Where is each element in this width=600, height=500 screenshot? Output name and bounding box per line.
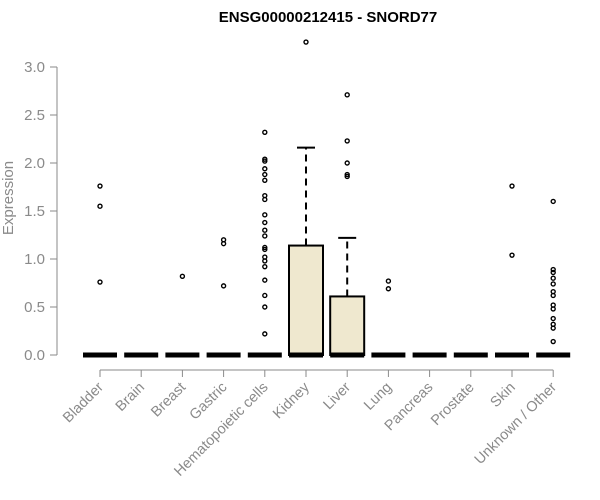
outlier-point <box>262 233 268 239</box>
y-axis: 0.0 0.5 1.0 1.5 2.0 2.5 3.0 <box>24 59 58 364</box>
y-tick-label: 1.0 <box>24 251 45 268</box>
y-tick-label: 0.0 <box>24 347 45 364</box>
outlier-point <box>262 331 268 337</box>
outlier-point <box>385 278 392 284</box>
outlier-point <box>262 219 268 226</box>
outlier-point <box>550 269 556 276</box>
outlier-point <box>262 158 268 164</box>
outlier-point <box>262 156 268 162</box>
outlier-point <box>344 138 350 144</box>
box-breast <box>165 273 200 358</box>
outlier-point <box>97 183 103 189</box>
box-kidney <box>288 39 324 358</box>
outlier-point <box>97 203 103 209</box>
x-tick-label: Kidney <box>270 379 313 422</box>
x-tick-label: Liver <box>320 379 354 413</box>
outlier-point <box>550 288 556 295</box>
box-liver <box>329 92 366 358</box>
box-lung <box>371 278 406 358</box>
outlier-point <box>262 129 268 135</box>
outlier-point <box>550 302 556 308</box>
outlier-point <box>303 39 309 45</box>
outlier-point <box>262 177 268 183</box>
outlier-point <box>262 254 268 260</box>
y-tick-label: 1.5 <box>24 203 45 220</box>
outlier-point <box>262 227 268 233</box>
boxes-layer <box>83 39 571 358</box>
outlier-point <box>262 171 268 178</box>
x-tick-label: Prostate <box>428 380 477 429</box>
outlier-point <box>509 183 515 189</box>
y-tick-label: 0.5 <box>24 299 45 316</box>
outlier-point <box>344 160 350 166</box>
x-tick-label: Lung <box>361 380 395 414</box>
outlier-point <box>550 315 556 322</box>
box-gastric <box>206 237 241 358</box>
outlier-point <box>550 321 556 327</box>
outlier-point <box>262 212 268 218</box>
outlier-point <box>262 263 268 270</box>
y-tick-label: 3.0 <box>24 59 45 76</box>
outlier-point <box>262 292 268 299</box>
outlier-point <box>550 266 556 273</box>
x-tick-label: Skin <box>488 380 519 411</box>
box-body <box>329 295 366 357</box>
box-unknown-other <box>536 198 571 358</box>
box-body <box>288 244 324 356</box>
outlier-point <box>550 281 556 287</box>
y-tick-label: 2.5 <box>24 107 45 124</box>
outlier-point <box>344 92 350 98</box>
x-tick-label: Brain <box>113 380 148 415</box>
outlier-point <box>179 273 186 279</box>
x-tick-label: Breast <box>148 380 189 421</box>
outlier-point <box>262 246 268 253</box>
outlier-point <box>262 277 268 283</box>
outlier-point <box>220 237 227 243</box>
outlier-point <box>344 173 350 180</box>
outlier-point <box>262 304 268 310</box>
outlier-point <box>262 166 268 172</box>
outlier-point <box>97 279 103 285</box>
y-tick-label: 2.0 <box>24 155 45 172</box>
chart-title: ENSG00000212415 - SNORD77 <box>219 9 437 26</box>
outlier-point <box>550 275 556 281</box>
box-bladder <box>83 183 117 358</box>
outlier-point <box>385 286 392 292</box>
x-tick-label: Bladder <box>60 379 107 426</box>
y-axis-label: Expression <box>0 161 17 235</box>
outlier-point <box>344 171 350 178</box>
outlier-point <box>550 338 556 345</box>
box-skin <box>495 183 529 358</box>
outlier-point <box>262 244 268 251</box>
outlier-point <box>262 192 268 199</box>
box-hematopoietic-cells <box>247 129 282 358</box>
outlier-point <box>550 198 556 205</box>
outlier-point <box>220 283 227 289</box>
outlier-point <box>509 252 515 258</box>
